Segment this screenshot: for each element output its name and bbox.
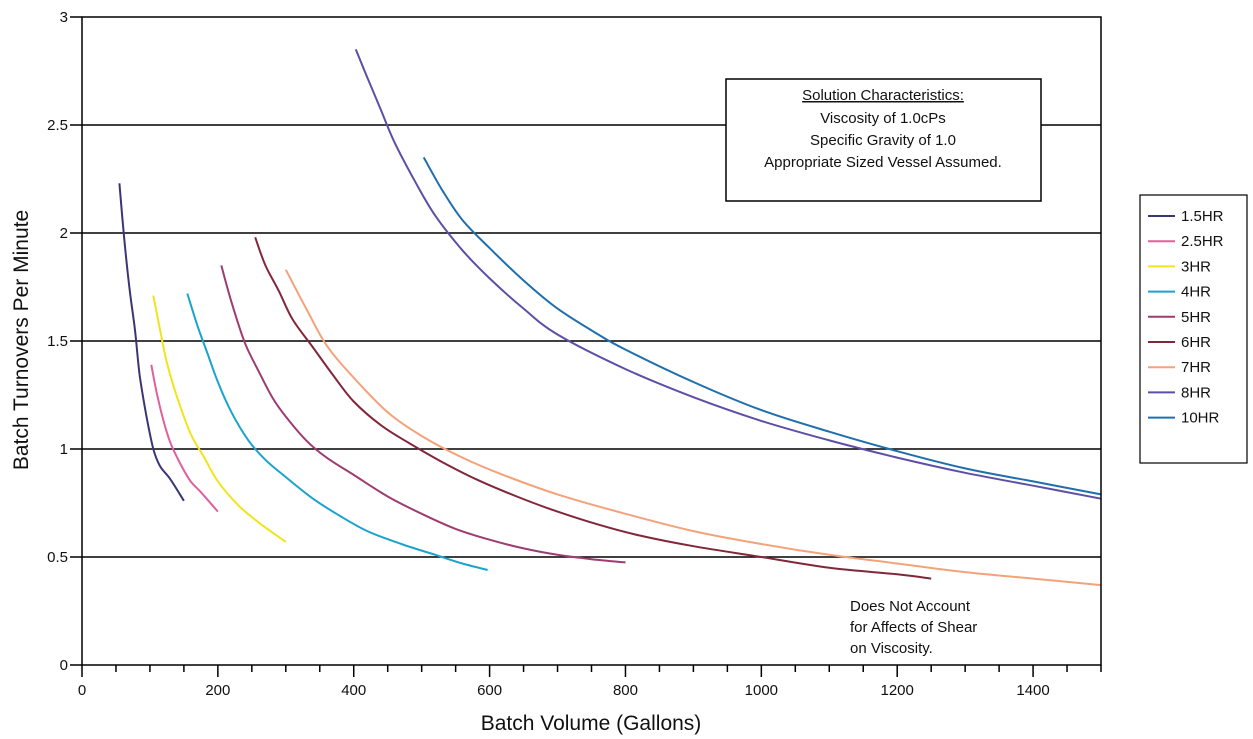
series-line-8hr <box>354 49 1102 500</box>
legend-label: 10HR <box>1181 410 1220 427</box>
y-tick-label: 2 <box>60 225 68 242</box>
solution-box-line: Appropriate Sized Vessel Assumed. <box>764 154 1002 171</box>
solution-box-line: Viscosity of 1.0cPs <box>820 110 946 127</box>
x-tick-label: 1400 <box>1016 682 1049 699</box>
x-axis-ticks: 0 200 400 600 800 1000 1200 1400 <box>78 665 1102 699</box>
legend-label: 3HR <box>1181 258 1211 275</box>
x-tick-label: 0 <box>78 682 86 699</box>
shear-note-line: Does Not Account <box>850 598 971 615</box>
series-line-7hr <box>284 269 1102 587</box>
y-tick-label: 2.5 <box>47 117 68 134</box>
solution-box-title: Solution Characteristics: <box>802 87 964 104</box>
x-tick-label: 600 <box>477 682 502 699</box>
x-axis-title: Batch Volume (Gallons) <box>481 712 702 735</box>
y-tick-label: 0.5 <box>47 549 68 566</box>
x-tick-label: 1200 <box>881 682 914 699</box>
shear-note-line: for Affects of Shear <box>850 619 977 636</box>
y-tick-label: 1 <box>60 441 68 458</box>
series-line-2-5hr <box>150 364 219 513</box>
shear-note: Does Not Account for Affects of Shear on… <box>850 598 977 657</box>
y-axis-ticks: 0 0.5 1 1.5 2 2.5 3 <box>47 9 82 674</box>
legend-label: 5HR <box>1181 309 1211 326</box>
solution-characteristics-box: Solution Characteristics: Viscosity of 1… <box>725 78 1042 202</box>
shear-note-line: on Viscosity. <box>850 640 933 657</box>
legend-label: 2.5HR <box>1181 233 1224 250</box>
legend-label: 6HR <box>1181 334 1211 351</box>
y-tick-label: 0 <box>60 657 68 674</box>
legend-label: 7HR <box>1181 359 1211 376</box>
series-lines <box>118 49 1102 587</box>
series-line-4hr <box>186 293 488 571</box>
x-tick-label: 200 <box>205 682 230 699</box>
y-axis-title: Batch Turnovers Per Minute <box>10 210 33 470</box>
solution-box-line: Specific Gravity of 1.0 <box>810 132 956 149</box>
y-tick-label: 3 <box>60 9 68 26</box>
series-line-10hr <box>422 156 1102 496</box>
series-line-6hr <box>254 236 932 580</box>
series-line-3hr <box>152 295 287 543</box>
legend-label: 1.5HR <box>1181 208 1224 225</box>
legend-label: 4HR <box>1181 284 1211 301</box>
grid-lines <box>82 124 1101 558</box>
legend-label: 8HR <box>1181 384 1211 401</box>
x-tick-label: 1000 <box>745 682 778 699</box>
y-tick-label: 1.5 <box>47 333 68 350</box>
series-line-1-5hr <box>118 183 185 502</box>
x-tick-label: 400 <box>341 682 366 699</box>
series-line-5hr <box>220 265 626 564</box>
legend: 1.5HR 2.5HR 3HR 4HR 5HR 6HR 7HR 8HR 10HR <box>1139 194 1248 464</box>
x-tick-label: 800 <box>613 682 638 699</box>
